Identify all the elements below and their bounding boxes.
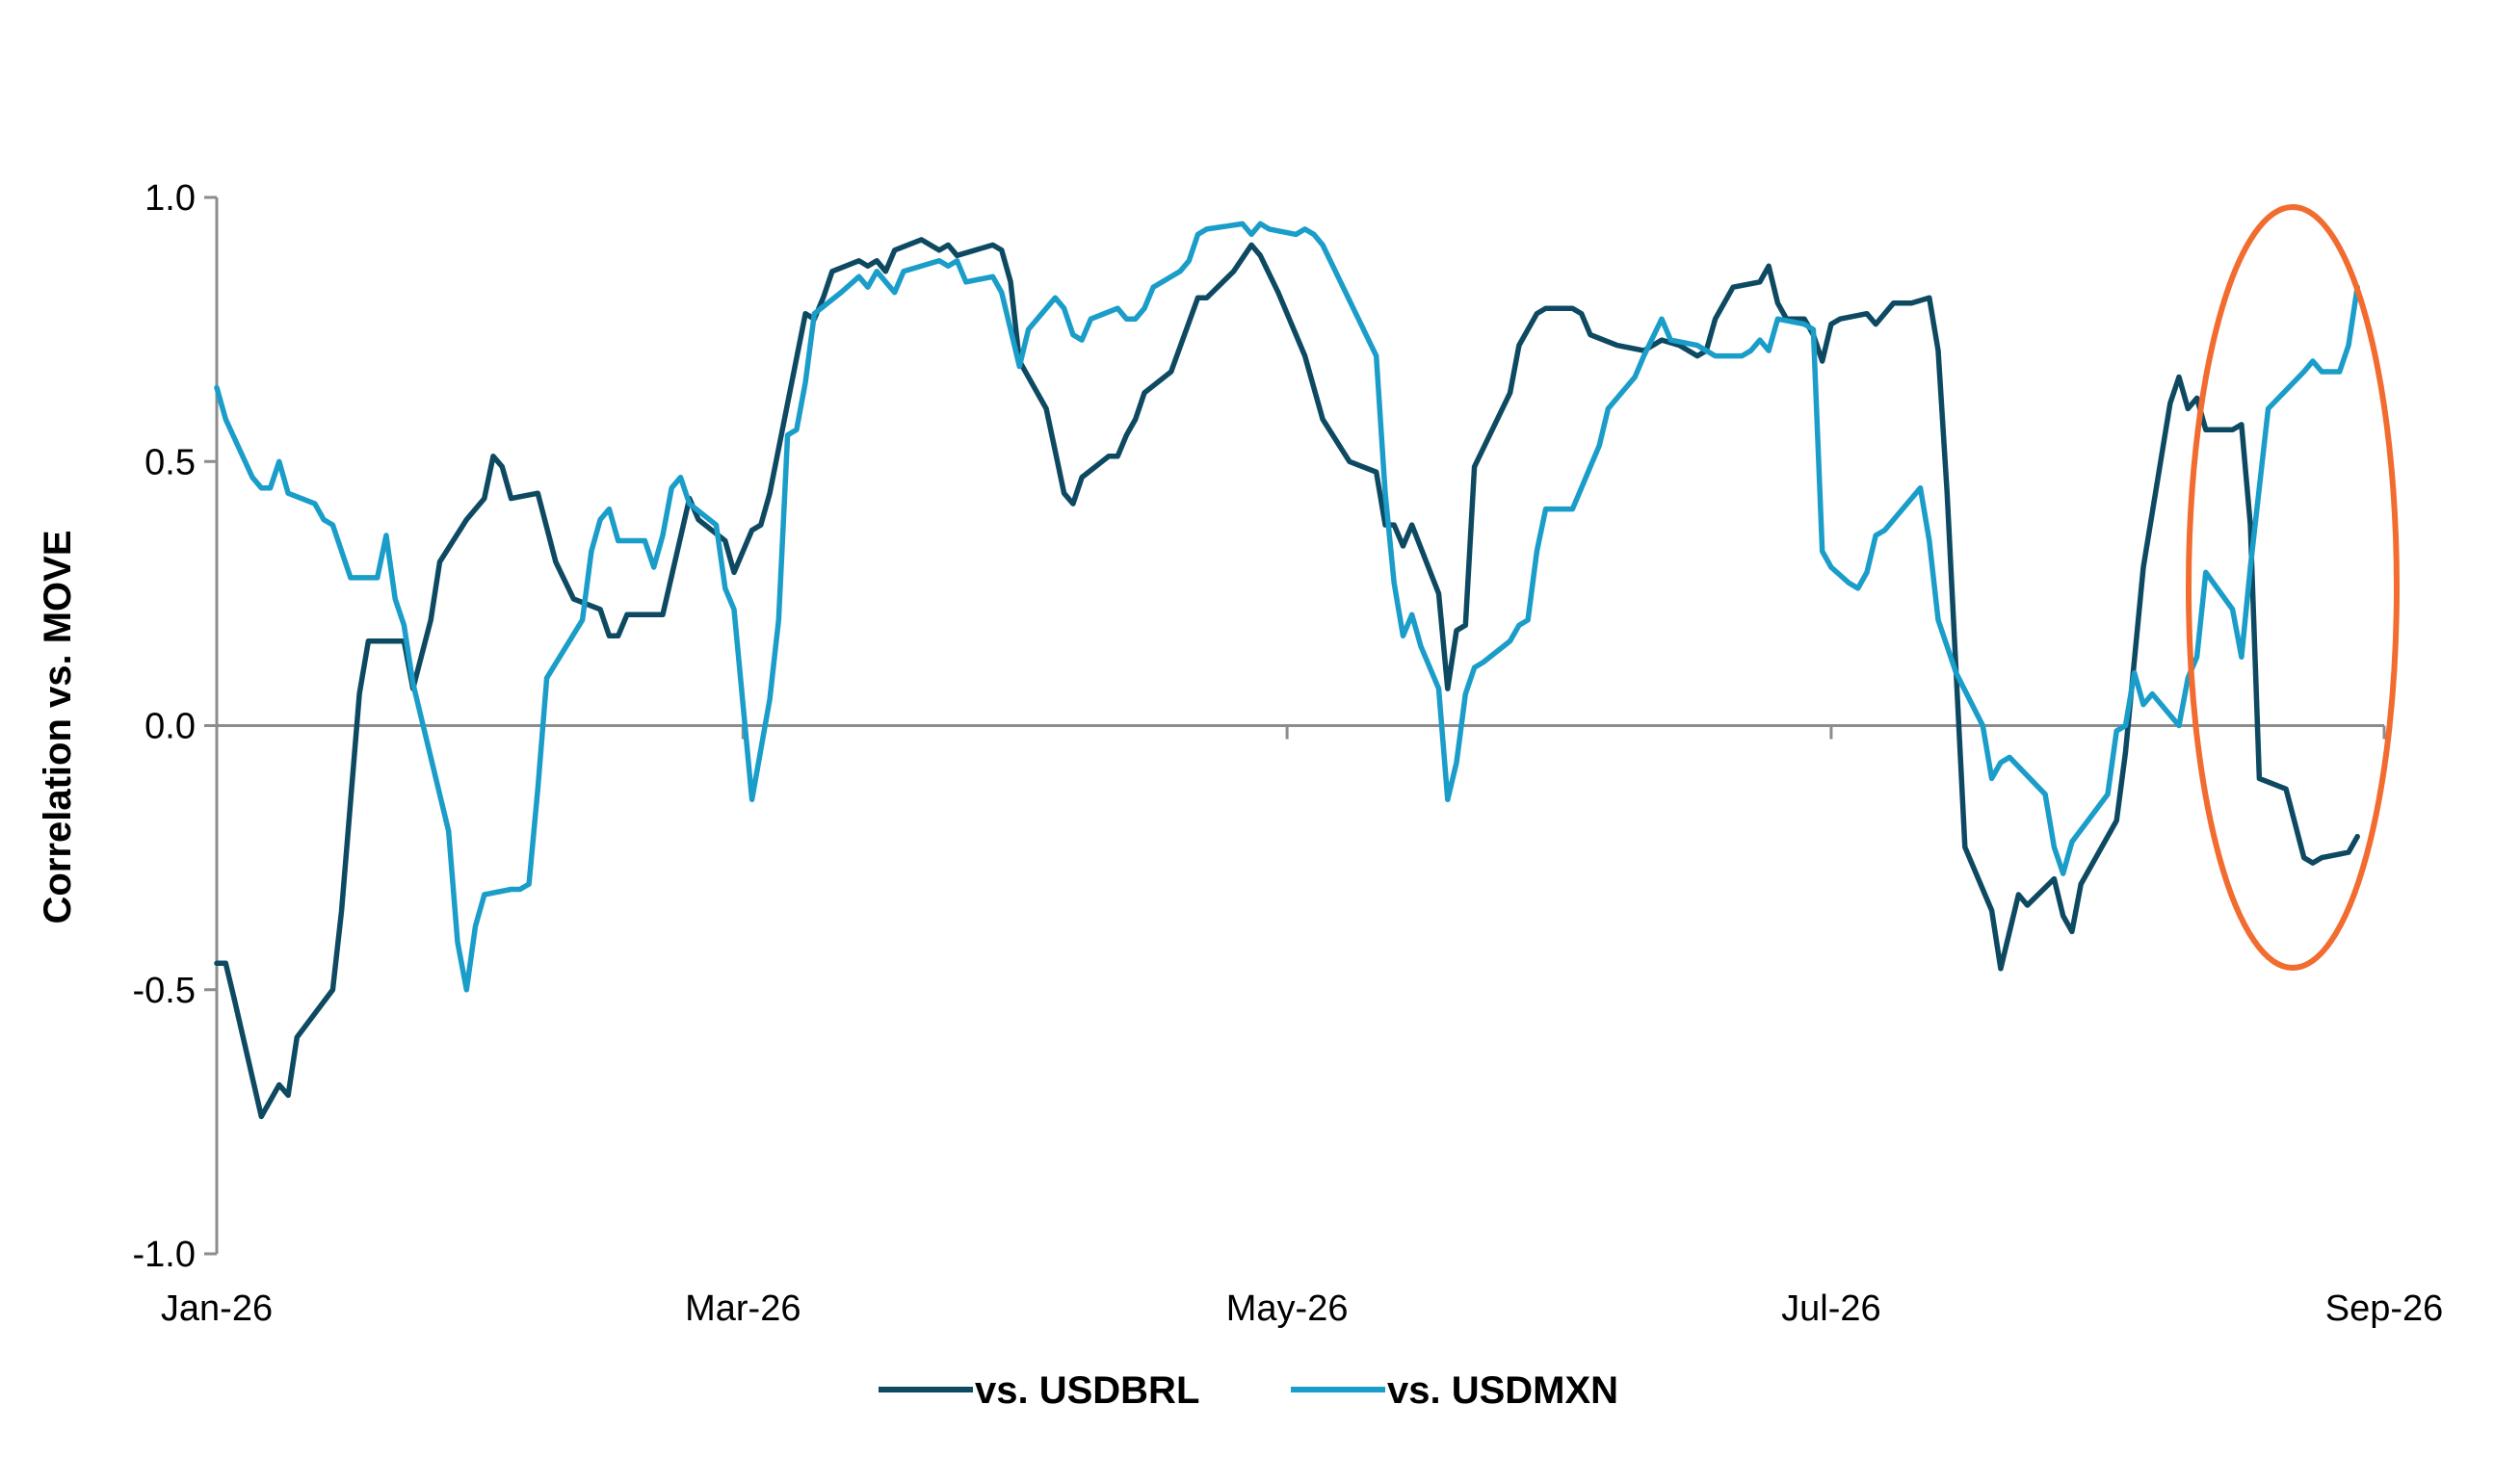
y-tick-label: -1.0: [133, 1235, 196, 1275]
x-tick-label: Jul-26: [1781, 1288, 1881, 1329]
series-line-usdmxn: [214, 221, 2360, 993]
x-tick-label: May-26: [1226, 1288, 1349, 1329]
x-tick-label: Jan-26: [161, 1288, 273, 1329]
series-line-usdbrl: [214, 237, 2360, 1120]
legend-label: vs. USDBRL: [975, 1369, 1199, 1412]
y-tick-label: 0.5: [144, 442, 196, 482]
legend: vs. USDBRL vs. USDMXN: [879, 1369, 1618, 1412]
y-tick-label: 1.0: [144, 178, 196, 219]
series-lines: [214, 221, 2360, 1120]
x-tick-label: Mar-26: [685, 1288, 801, 1329]
highlight-ellipse: [2186, 204, 2400, 971]
y-tick-label: 0.0: [144, 707, 196, 747]
y-tick-label: -0.5: [133, 971, 196, 1011]
y-axis: -1.0 -0.5 0.0 0.5 1.0: [133, 178, 219, 1275]
x-tick-label: Sep-26: [2325, 1288, 2444, 1329]
legend-label: vs. USDMXN: [1387, 1369, 1618, 1412]
x-axis: Jan-26 Mar-26 May-26 Jul-26 Sep-26: [161, 724, 2444, 1329]
y-axis-title: Correlation vs. MOVE: [37, 531, 79, 924]
